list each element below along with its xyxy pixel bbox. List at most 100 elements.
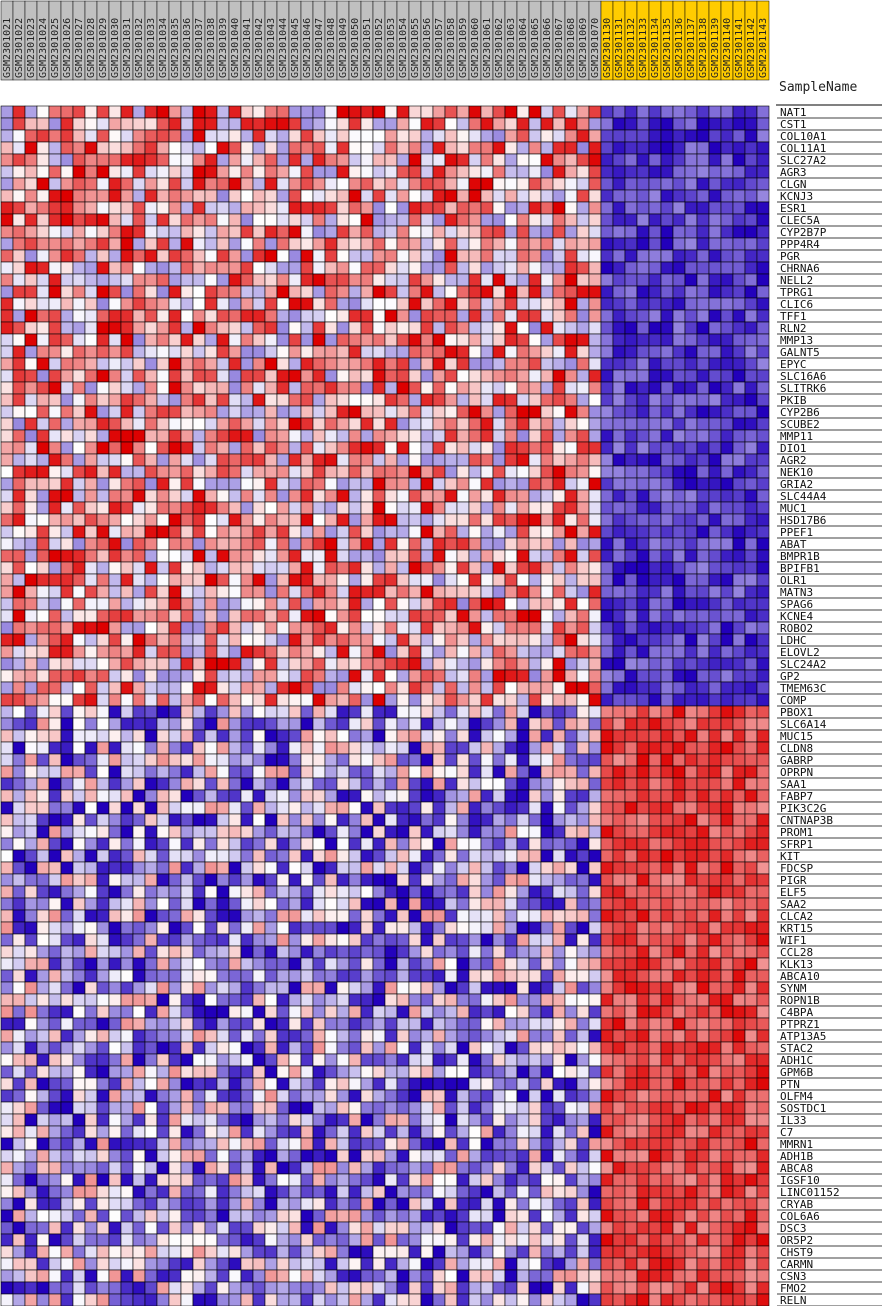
heatmap-cell <box>672 489 686 503</box>
heatmap-cell <box>324 885 338 899</box>
heatmap-cell <box>648 105 662 119</box>
heatmap-cell <box>12 309 26 323</box>
heatmap-cell <box>432 765 446 779</box>
heatmap-cell <box>672 477 686 491</box>
heatmap-cell <box>12 717 26 731</box>
heatmap-cell <box>636 705 650 719</box>
heatmap-cell <box>720 465 734 479</box>
heatmap-cell <box>276 909 290 923</box>
heatmap-cell <box>12 1017 26 1031</box>
heatmap-cell <box>756 153 770 167</box>
heatmap-cell <box>192 849 206 863</box>
heatmap-cell <box>516 201 530 215</box>
heatmap-cell <box>588 117 602 131</box>
heatmap-cell <box>492 585 506 599</box>
heatmap-cell <box>684 549 698 563</box>
heatmap-cell <box>372 381 386 395</box>
heatmap-cell <box>336 861 350 875</box>
heatmap-cell <box>600 177 614 191</box>
heatmap-cell <box>552 297 566 311</box>
heatmap-cell <box>384 573 398 587</box>
heatmap-cell <box>156 261 170 275</box>
heatmap-cell <box>732 705 746 719</box>
heatmap-cell <box>108 117 122 131</box>
heatmap-cell <box>324 489 338 503</box>
heatmap-cell <box>600 621 614 635</box>
heatmap-cell <box>24 201 38 215</box>
heatmap-cell <box>576 213 590 227</box>
heatmap-cell <box>312 285 326 299</box>
heatmap-cell <box>612 765 626 779</box>
column-label: GSM2301050 <box>350 18 361 78</box>
heatmap-cell <box>720 237 734 251</box>
heatmap-cell <box>336 633 350 647</box>
heatmap-cell <box>84 549 98 563</box>
heatmap-cell <box>252 297 266 311</box>
heatmap-cell <box>564 861 578 875</box>
heatmap-cell <box>36 801 50 815</box>
heatmap-cell <box>660 441 674 455</box>
heatmap-cell <box>564 753 578 767</box>
heatmap-cell <box>540 465 554 479</box>
heatmap-cell <box>348 309 362 323</box>
heatmap-cell <box>84 693 98 707</box>
heatmap-cell <box>264 333 278 347</box>
heatmap-cell <box>132 825 146 839</box>
heatmap-cell <box>36 381 50 395</box>
heatmap-cell <box>444 933 458 947</box>
heatmap-cell <box>60 861 74 875</box>
heatmap-cell <box>348 669 362 683</box>
heatmap-cell <box>348 693 362 707</box>
heatmap-cell <box>516 633 530 647</box>
heatmap-cell <box>144 609 158 623</box>
heatmap-cell <box>156 321 170 335</box>
heatmap-cell <box>588 501 602 515</box>
heatmap-cell <box>96 717 110 731</box>
heatmap-cell <box>204 813 218 827</box>
heatmap-cell <box>720 957 734 971</box>
heatmap-cell <box>600 309 614 323</box>
heatmap-cell <box>276 669 290 683</box>
heatmap-cell <box>600 741 614 755</box>
heatmap-cell <box>504 897 518 911</box>
heatmap-cell <box>0 489 14 503</box>
heatmap-cell <box>192 681 206 695</box>
heatmap-cell <box>468 861 482 875</box>
heatmap-cell <box>540 765 554 779</box>
heatmap-cell <box>756 357 770 371</box>
heatmap-cell <box>396 165 410 179</box>
heatmap-cell <box>96 813 110 827</box>
heatmap-cell <box>72 501 86 515</box>
heatmap-cell <box>228 429 242 443</box>
heatmap-cell <box>456 705 470 719</box>
heatmap-cell <box>96 885 110 899</box>
heatmap-cell <box>648 849 662 863</box>
heatmap-cell <box>552 177 566 191</box>
heatmap-cell <box>588 453 602 467</box>
heatmap-cell <box>360 393 374 407</box>
heatmap-cell <box>336 417 350 431</box>
heatmap-cell <box>516 777 530 791</box>
heatmap-cell <box>456 969 470 983</box>
heatmap-cell <box>336 501 350 515</box>
heatmap-cell <box>456 405 470 419</box>
heatmap-cell <box>360 573 374 587</box>
heatmap-cell <box>516 429 530 443</box>
heatmap-cell <box>732 573 746 587</box>
heatmap-cell <box>432 201 446 215</box>
heatmap-cell <box>576 237 590 251</box>
heatmap-cell <box>108 249 122 263</box>
heatmap-cell <box>312 729 326 743</box>
heatmap-cell <box>264 789 278 803</box>
heatmap-cell <box>252 945 266 959</box>
heatmap-cell <box>492 309 506 323</box>
column-label: GSM2301046 <box>302 18 313 78</box>
heatmap-cell <box>564 201 578 215</box>
heatmap-cell <box>180 501 194 515</box>
heatmap-cell <box>216 621 230 635</box>
heatmap-cell <box>192 345 206 359</box>
heatmap-cell <box>264 129 278 143</box>
heatmap-cell <box>168 537 182 551</box>
heatmap-cell <box>660 237 674 251</box>
heatmap-cell <box>216 537 230 551</box>
